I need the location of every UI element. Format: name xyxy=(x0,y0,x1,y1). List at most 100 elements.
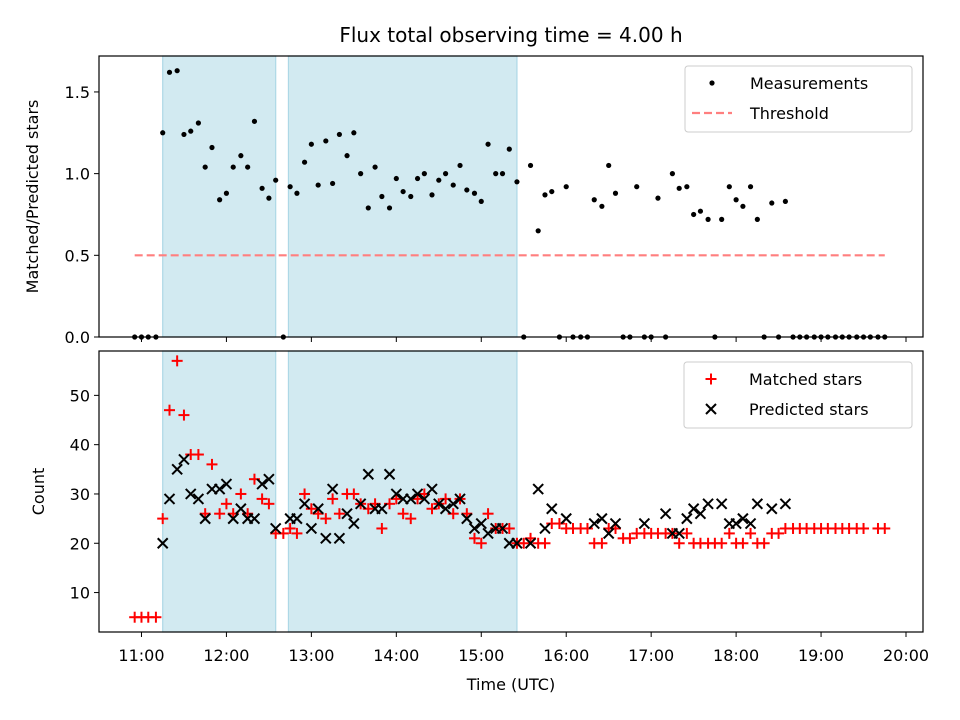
matched-star-point xyxy=(256,493,268,505)
predicted-star-point xyxy=(185,488,197,500)
measurement-point xyxy=(493,171,499,177)
measurement-point xyxy=(365,205,371,211)
matched-star-point xyxy=(475,537,487,549)
matched-star-point xyxy=(320,513,332,525)
matched-star-point xyxy=(716,537,728,549)
bottom-x-tick-label: 19:00 xyxy=(798,646,844,665)
predicted-star-point xyxy=(539,522,551,535)
matched-star-point xyxy=(539,537,551,549)
predicted-star-point xyxy=(482,527,494,540)
predicted-star-point xyxy=(269,522,282,535)
predicted-star-point xyxy=(157,537,169,549)
matched-star-point xyxy=(305,503,317,515)
top-panel: 0.0 0.5 1.0 1.5 Flux total observing time =… xyxy=(23,23,924,347)
top-y-tick-label: 1.0 xyxy=(65,165,90,184)
matched-star-point xyxy=(773,527,785,539)
measurement-point xyxy=(330,180,336,187)
measurement-point xyxy=(386,205,393,211)
predicted-star-point xyxy=(511,537,523,549)
top-legend-box xyxy=(684,65,913,133)
measurement-point xyxy=(634,184,640,190)
matched-star-point xyxy=(681,527,693,539)
predicted-star-point xyxy=(199,512,211,525)
predicted-star-point xyxy=(192,493,205,505)
bottom-x-ticks: 11:00 12:00 13:00 14:00 15:00 16:00 17:00 18:00… xyxy=(118,632,929,665)
measurement-point xyxy=(429,192,435,198)
predicted-star-point xyxy=(475,517,487,530)
matched-star-point xyxy=(284,522,296,534)
predicted-star-point xyxy=(524,537,537,549)
measurement-point xyxy=(599,203,605,209)
predicted-star-point xyxy=(681,512,693,525)
measurement-point xyxy=(676,185,682,191)
measurement-point xyxy=(684,184,690,190)
matched-star-point xyxy=(405,513,417,525)
measurement-point xyxy=(669,171,676,177)
measurement-point xyxy=(726,184,732,190)
predicted-star-point xyxy=(609,517,622,530)
measurement-point xyxy=(485,141,491,147)
bottom-y-tick-label: 40 xyxy=(70,436,90,455)
matched-star-point xyxy=(291,527,303,539)
bottom-y-tick-label: 10 xyxy=(70,584,90,603)
matched-star-point xyxy=(263,498,275,510)
top-y-axis-label: Matched/Predicted stars xyxy=(23,100,42,294)
bottom-y-axis-label: Count xyxy=(29,468,48,516)
measurement-point xyxy=(181,131,187,138)
bottom-axes-frame xyxy=(98,350,924,633)
measurement-point xyxy=(217,197,223,203)
measurement-point xyxy=(301,159,308,165)
matched-star-point xyxy=(745,527,757,539)
measurement-point xyxy=(408,193,414,200)
measurement-point xyxy=(414,175,421,182)
matched-star-point xyxy=(192,449,204,461)
bottom-y-ticks: 10 20 30 40 50 xyxy=(70,386,99,603)
predicted-star-point xyxy=(426,483,438,495)
predicted-star-point xyxy=(702,498,714,510)
bottom-x-tick-label: 18:00 xyxy=(713,646,759,665)
predicted-star-point xyxy=(737,512,749,525)
top-y-tick-label: 1.5 xyxy=(65,83,90,102)
predicted-star-point xyxy=(312,503,324,515)
matched-star-point xyxy=(150,611,162,623)
predicted-star-point xyxy=(213,483,226,495)
predicted-star-point xyxy=(405,493,417,505)
predicted-star-point xyxy=(220,478,233,490)
legend-label: Predicted stars xyxy=(749,400,869,419)
predicted-star-point xyxy=(256,478,268,490)
bottom-panel: 10 20 30 40 50 11:00 12:00 13:00 14:00 15:00 16:0… xyxy=(29,350,929,694)
measurement-point xyxy=(336,131,343,138)
measurement-point xyxy=(238,153,244,159)
bottom-y-tick-label: 50 xyxy=(70,386,90,405)
matched-star-point xyxy=(235,488,247,500)
measurement-point xyxy=(499,171,506,177)
matched-star-point xyxy=(879,522,891,534)
measurement-point xyxy=(195,120,201,126)
measurement-point xyxy=(691,211,697,218)
predicted-star-point xyxy=(454,493,466,505)
top-y-tick-label: 0.5 xyxy=(65,246,90,265)
bottom-y-tick-label: 30 xyxy=(70,485,90,504)
predicted-star-point xyxy=(326,483,339,495)
top-legend: Measurements Threshold xyxy=(684,65,913,133)
predicted-star-point xyxy=(163,493,176,505)
matched-star-point xyxy=(518,537,530,549)
bottom-x-tick-label: 14:00 xyxy=(373,646,419,665)
bottom-y-tick-label: 20 xyxy=(70,534,90,553)
matched-star-point xyxy=(723,527,735,539)
measurement-point xyxy=(591,197,597,203)
predicted-star-point xyxy=(227,512,239,525)
predicted-star-point xyxy=(546,503,558,515)
measurement-point xyxy=(606,162,612,169)
matched-star-point xyxy=(348,488,360,500)
predicted-star-point xyxy=(730,517,742,530)
predicted-star-point xyxy=(779,498,792,510)
measurement-point xyxy=(245,164,251,170)
predicted-star-point xyxy=(461,512,473,525)
measurement-point xyxy=(733,197,739,203)
measurement-point xyxy=(457,162,463,169)
matched-star-point xyxy=(758,537,770,549)
measurement-point xyxy=(259,185,265,191)
measurement-point xyxy=(549,188,555,195)
